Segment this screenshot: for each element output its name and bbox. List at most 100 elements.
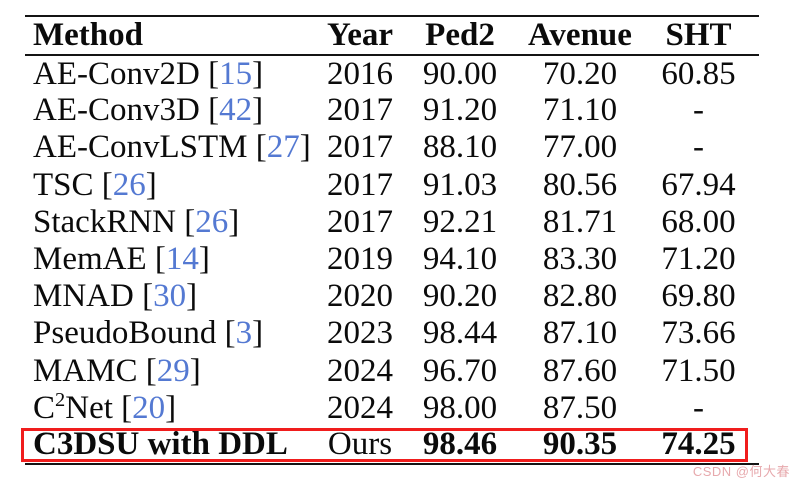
avenue-cell: 77.00 bbox=[542, 129, 618, 166]
ped2-cell: 98.44 bbox=[422, 315, 498, 352]
avenue-cell: 87.50 bbox=[542, 389, 618, 426]
ped2-cell: 96.70 bbox=[422, 352, 498, 389]
header-method: Method bbox=[33, 17, 143, 53]
table-row: AE-Conv2D [15] 2016 90.00 70.20 60.85 bbox=[25, 55, 759, 92]
citation-ref[interactable]: [20] bbox=[112, 389, 177, 426]
citation-ref[interactable]: [3] bbox=[216, 315, 264, 352]
avenue-cell: 82.80 bbox=[542, 278, 618, 315]
sht-cell: 69.80 bbox=[661, 278, 736, 315]
sht-cell: - bbox=[693, 129, 704, 166]
citation-ref[interactable]: [15] bbox=[199, 55, 264, 92]
citation-ref[interactable]: [26] bbox=[176, 203, 240, 240]
year-cell: 2017 bbox=[327, 92, 393, 129]
sht-cell: 71.20 bbox=[661, 241, 736, 278]
table-body: AE-Conv2D [15] 2016 90.00 70.20 60.85 AE-Conv… bbox=[25, 55, 759, 464]
table-header: Method Year Ped2 Avenue SHT bbox=[25, 16, 759, 55]
avenue-cell: 90.35 bbox=[542, 426, 618, 463]
table-row: MAMC [29] 2024 96.70 87.60 71.50 bbox=[25, 353, 759, 390]
avenue-cell: 81.71 bbox=[542, 203, 618, 240]
year-cell: 2020 bbox=[327, 278, 393, 315]
method-cell: C3DSU with DDL bbox=[25, 427, 322, 464]
table-row: AE-Conv3D [42] 2017 91.20 71.10- bbox=[25, 92, 759, 129]
method-name: MAMC bbox=[33, 352, 138, 389]
method-cell: MNAD [30] bbox=[25, 278, 322, 315]
citation-number[interactable]: 14 bbox=[165, 241, 199, 278]
year-cell: 2017 bbox=[327, 129, 393, 166]
sht-cell: 68.00 bbox=[661, 203, 736, 240]
header-sht: SHT bbox=[665, 17, 732, 53]
method-name: C3DSU with DDL bbox=[33, 426, 288, 463]
citation-ref[interactable]: [27] bbox=[247, 129, 311, 166]
sht-cell: - bbox=[693, 389, 704, 426]
method-name: TSC bbox=[33, 166, 94, 203]
citation-number[interactable]: 26 bbox=[112, 166, 146, 203]
citation-ref[interactable]: [29] bbox=[137, 352, 201, 389]
year-cell: 2019 bbox=[327, 241, 393, 278]
ped2-cell: 98.00 bbox=[422, 389, 498, 426]
header-avenue: Avenue bbox=[528, 17, 632, 53]
method-cell: C2Net [20] bbox=[25, 390, 322, 427]
method-cell: PseudoBound [3] bbox=[25, 315, 322, 352]
ped2-cell: 94.10 bbox=[422, 241, 498, 278]
ped2-cell: 92.21 bbox=[422, 203, 498, 240]
header-year: Year bbox=[327, 17, 393, 53]
method-name: PseudoBound bbox=[33, 315, 217, 352]
citation-number[interactable]: 3 bbox=[235, 315, 253, 352]
avenue-cell: 87.60 bbox=[542, 352, 618, 389]
table-row: C2Net [20] 2024 98.00 87.50- bbox=[25, 390, 759, 427]
watermark: CSDN @何大春 bbox=[692, 464, 790, 479]
avenue-cell: 87.10 bbox=[542, 315, 618, 352]
citation-ref[interactable]: [26] bbox=[93, 166, 157, 203]
sht-cell: 67.94 bbox=[661, 166, 736, 203]
ped2-cell: 91.20 bbox=[422, 92, 498, 129]
method-name: AE-Conv2D bbox=[33, 55, 200, 92]
ped2-cell: 98.46 bbox=[422, 426, 498, 463]
table-row: MNAD [30] 2020 90.20 82.80 69.80 bbox=[25, 278, 759, 315]
citation-number[interactable]: 42 bbox=[219, 92, 253, 129]
avenue-cell: 70.20 bbox=[542, 55, 618, 92]
year-cell: 2024 bbox=[327, 389, 393, 426]
ped2-cell: 88.10 bbox=[422, 129, 498, 166]
citation-number[interactable]: 27 bbox=[266, 129, 300, 166]
method-cell: AE-Conv2D [15] bbox=[25, 55, 322, 92]
sht-cell: 71.50 bbox=[661, 352, 736, 389]
ped2-cell: 90.20 bbox=[422, 278, 498, 315]
method-name: MNAD bbox=[33, 278, 134, 315]
sht-cell: 60.85 bbox=[661, 55, 736, 92]
citation-number[interactable]: 29 bbox=[156, 352, 190, 389]
ped2-cell: 90.00 bbox=[422, 55, 498, 92]
header-row: Method Year Ped2 Avenue SHT bbox=[25, 16, 759, 55]
method-name: AE-Conv3D bbox=[33, 92, 200, 129]
year-cell: 2024 bbox=[327, 352, 393, 389]
method-cell: AE-ConvLSTM [27] bbox=[25, 129, 322, 166]
table-row: AE-ConvLSTM [27] 2017 88.10 77.00- bbox=[25, 129, 759, 166]
year-cell: 2023 bbox=[327, 315, 393, 352]
avenue-cell: 71.10 bbox=[542, 92, 618, 129]
sht-cell: 73.66 bbox=[661, 315, 736, 352]
table-row-ours: C3DSU with DDL Ours 98.46 90.35 74.25 bbox=[25, 427, 759, 464]
citation-ref[interactable]: [42] bbox=[199, 92, 264, 129]
method-name: C2Net bbox=[33, 388, 113, 426]
results-table: Method Year Ped2 Avenue SHT AE-Conv2D [1… bbox=[25, 15, 759, 466]
method-cell: MemAE [14] bbox=[25, 241, 322, 278]
citation-number[interactable]: 15 bbox=[219, 55, 253, 92]
table-row: StackRNN [26] 2017 92.21 81.71 68.00 bbox=[25, 204, 759, 241]
year-cell: 2017 bbox=[327, 203, 393, 240]
citation-number[interactable]: 20 bbox=[132, 389, 166, 426]
method-cell: AE-Conv3D [42] bbox=[25, 92, 322, 129]
citation-number[interactable]: 30 bbox=[153, 278, 187, 315]
method-name: AE-ConvLSTM bbox=[33, 129, 248, 166]
method-name: StackRNN bbox=[33, 203, 176, 240]
citation-ref[interactable]: [14] bbox=[146, 241, 210, 278]
sht-cell: 74.25 bbox=[661, 426, 736, 463]
citation-number[interactable]: 26 bbox=[195, 203, 229, 240]
citation-ref[interactable]: [30] bbox=[133, 278, 198, 315]
sht-cell: - bbox=[693, 92, 704, 129]
table-row: TSC [26] 2017 91.03 80.56 67.94 bbox=[25, 167, 759, 204]
table-row: PseudoBound [3] 2023 98.44 87.10 73.66 bbox=[25, 315, 759, 352]
avenue-cell: 80.56 bbox=[542, 166, 618, 203]
table-row: MemAE [14] 2019 94.10 83.30 71.20 bbox=[25, 241, 759, 278]
avenue-cell: 83.30 bbox=[542, 241, 618, 278]
year-cell: Ours bbox=[327, 426, 393, 463]
